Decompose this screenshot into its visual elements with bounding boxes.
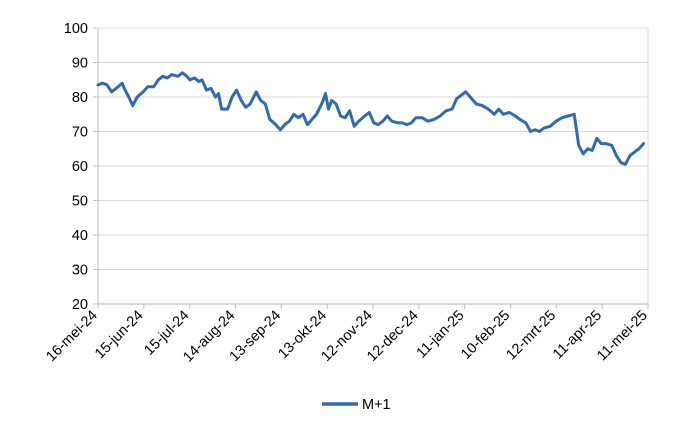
x-tick-label: 15-jun-24 — [92, 308, 147, 363]
x-axis-ticks: 16-mei-2415-jun-2415-jul-2414-aug-2413-s… — [43, 304, 651, 366]
x-tick-label: 11-mei-25 — [594, 308, 651, 365]
y-tick-label: 30 — [72, 263, 88, 279]
y-tick-label: 40 — [72, 228, 88, 244]
y-tick-label: 100 — [64, 21, 88, 37]
x-tick-label: 12-mrt-25 — [503, 308, 559, 364]
gridlines — [98, 27, 648, 270]
series-line — [96, 71, 645, 166]
legend-label: M+1 — [362, 397, 391, 413]
series-group — [96, 71, 645, 166]
y-tick-label: 60 — [72, 159, 88, 175]
y-tick-label: 90 — [72, 56, 88, 72]
x-tick-label: 16-mei-24 — [43, 308, 100, 365]
y-axis-ticks: 20 30 40 50 60 70 80 90 100 — [64, 21, 98, 313]
y-tick-label: 20 — [72, 297, 88, 313]
legend: M+1 — [322, 397, 391, 413]
y-tick-label: 70 — [72, 125, 88, 141]
y-tick-label: 50 — [72, 194, 88, 210]
y-tick-label: 80 — [72, 90, 88, 106]
